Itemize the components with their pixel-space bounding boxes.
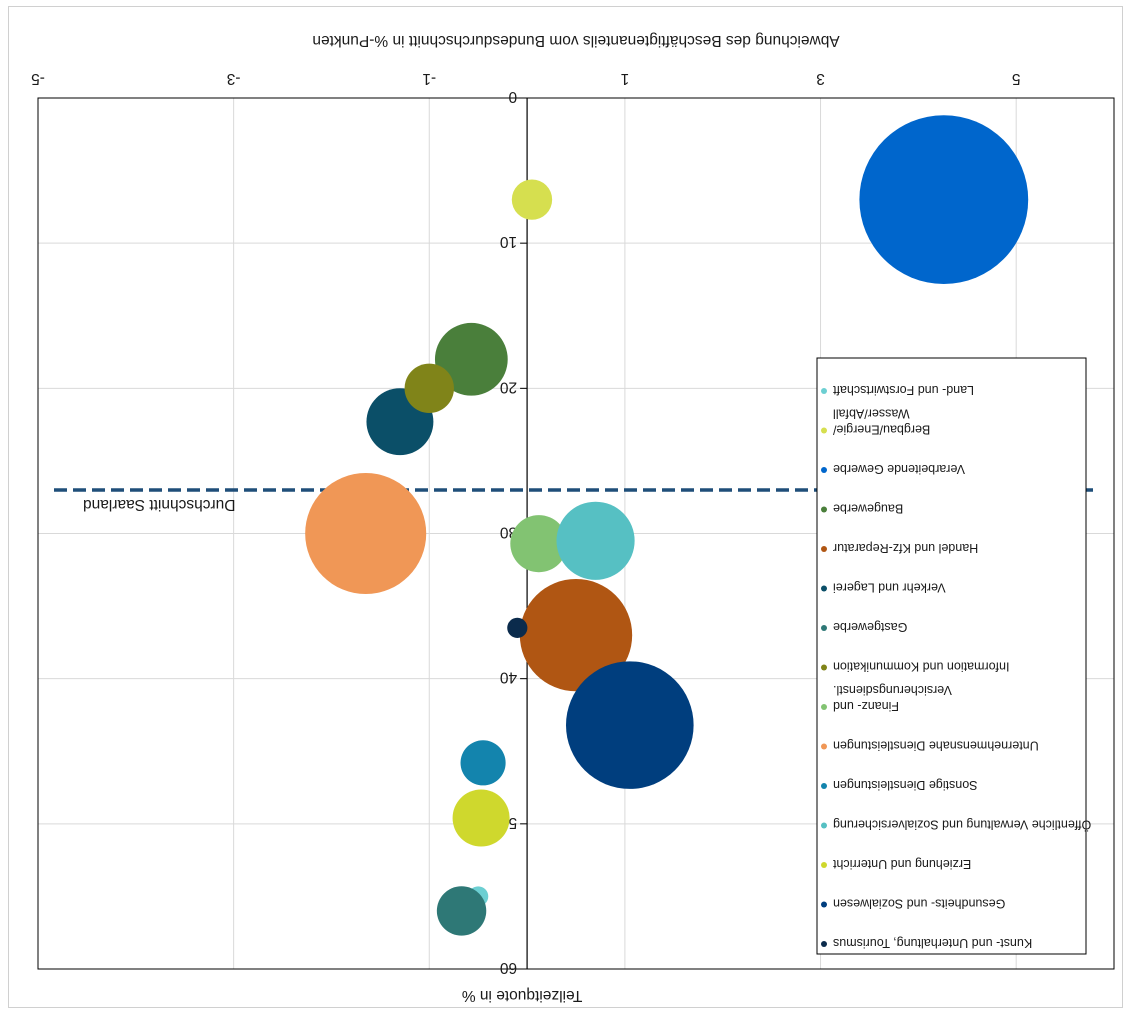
x-tick-label: -3 xyxy=(227,70,241,87)
bubble-2 xyxy=(511,179,553,220)
y-tick-label: 0 xyxy=(508,88,517,105)
average-reference-label: Durchschnitt Saarland xyxy=(83,496,236,513)
legend-label: Finanz- undVersicherungsdienstl. xyxy=(833,683,952,713)
legend-label: Handel und Kfz-Reparatur xyxy=(833,541,978,555)
bubble-4 xyxy=(434,322,508,396)
legend-label: Baugewerbe xyxy=(833,502,903,516)
y-tick-label: 40 xyxy=(499,669,517,686)
legend-box xyxy=(816,357,1087,955)
legend-label: Erziehung und Unterricht xyxy=(832,857,971,871)
legend-marker xyxy=(821,585,827,592)
legend-label: Gastgewerbe xyxy=(833,620,907,634)
legend-label: Information und Kommunikation xyxy=(833,660,1010,674)
bubble-12 xyxy=(556,501,635,580)
legend-marker xyxy=(821,941,827,947)
bubbles xyxy=(305,115,1029,936)
plot-area-border xyxy=(37,97,1115,970)
legend-label: Sonstige Dienstleistungen xyxy=(833,778,978,792)
x-tick-label: -5 xyxy=(31,70,45,87)
legend-marker xyxy=(821,506,827,513)
bubble-14 xyxy=(566,661,694,789)
legend-marker xyxy=(821,388,827,394)
y-tick-label: 10 xyxy=(499,233,517,250)
legend-label: Bergbau/Energie/Wasser/Abfall xyxy=(832,407,930,437)
legend: Land- und Forstwirtschaft Bergbau/Energie… xyxy=(816,357,1091,955)
x-tick-label: 1 xyxy=(621,70,630,87)
x-axis-title: Abweichung des Beschäftigtenanteils vom … xyxy=(312,32,839,49)
legend-marker xyxy=(821,783,827,789)
legend-marker xyxy=(821,467,827,473)
legend-marker xyxy=(821,625,827,631)
y-tick-label: 60 xyxy=(499,959,517,976)
bubble-11 xyxy=(460,740,506,786)
legend-label: Öffentliche Verwaltung und Sozialversich… xyxy=(833,818,1091,832)
legend-marker xyxy=(821,901,827,908)
legend-marker xyxy=(821,862,827,868)
bubble-13 xyxy=(452,789,510,847)
legend-marker xyxy=(821,743,827,750)
x-tick-label: 3 xyxy=(816,70,825,87)
bubble-10 xyxy=(305,472,427,595)
legend-label: Gesundheits- und Sozialwesen xyxy=(833,897,1005,911)
legend-marker xyxy=(821,546,827,552)
bubble-7 xyxy=(436,886,487,936)
chart-frame xyxy=(8,6,1123,1008)
x-tick-label: 5 xyxy=(1012,70,1021,87)
legend-label: Verkehr und Lagerei xyxy=(833,581,946,595)
y-axis-title: Teilzeitquote in % xyxy=(462,987,583,1004)
bubble-8 xyxy=(404,363,454,414)
legend-label: Verarbeitende Gewerbe xyxy=(833,462,965,476)
legend-marker xyxy=(821,822,827,829)
legend-entries: Land- und Forstwirtschaft Bergbau/Energie… xyxy=(821,383,1091,950)
legend-marker xyxy=(821,664,827,671)
y-tick-label: 20 xyxy=(499,378,517,395)
legend-label: Unternehmensnahe Dienstleistungen xyxy=(833,739,1039,753)
x-tick-label: -1 xyxy=(422,70,436,87)
legend-label: Kunst- und Unterhaltung, Tourismus xyxy=(833,936,1032,950)
bubble-3 xyxy=(859,115,1029,285)
legend-marker xyxy=(821,704,827,710)
bubble-5 xyxy=(519,578,633,692)
bubble-9 xyxy=(510,515,568,573)
bubble-15 xyxy=(507,617,528,638)
legend-marker xyxy=(821,427,827,434)
legend-label: Land- und Forstwirtschaft xyxy=(832,383,974,397)
